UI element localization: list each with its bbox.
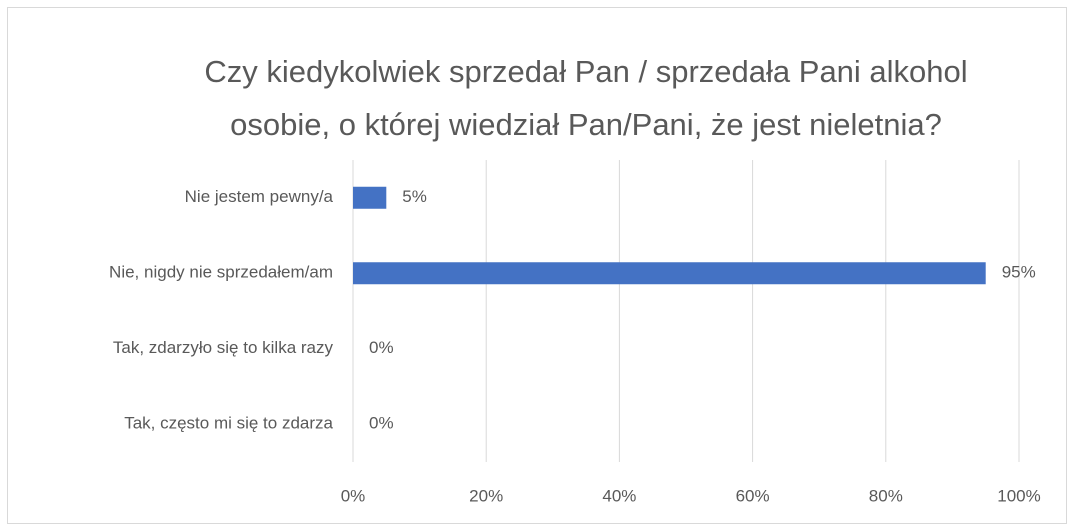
chart-title: Czy kiedykolwiek sprzedał Pan / sprzedał… <box>204 54 967 89</box>
bar <box>353 186 387 209</box>
data-label: 95% <box>1002 263 1036 282</box>
data-label: 5% <box>402 187 427 206</box>
x-tick-label: 0% <box>341 486 366 505</box>
x-tick-label: 40% <box>602 486 636 505</box>
chart-title: osobie, o której wiedział Pan/Pani, że j… <box>230 107 942 142</box>
y-tick-label: Tak, zdarzyło się to kilka razy <box>113 338 334 357</box>
x-tick-label: 80% <box>869 486 903 505</box>
y-tick-label: Nie, nigdy nie sprzedałem/am <box>109 263 333 282</box>
y-tick-label: Tak, często mi się to zdarza <box>124 414 333 433</box>
x-tick-label: 100% <box>997 486 1040 505</box>
bar <box>353 262 986 285</box>
x-tick-label: 20% <box>469 486 503 505</box>
x-tick-label: 60% <box>736 486 770 505</box>
data-label: 0% <box>369 338 394 357</box>
data-label: 0% <box>369 414 394 433</box>
y-tick-label: Nie jestem pewny/a <box>185 187 334 206</box>
